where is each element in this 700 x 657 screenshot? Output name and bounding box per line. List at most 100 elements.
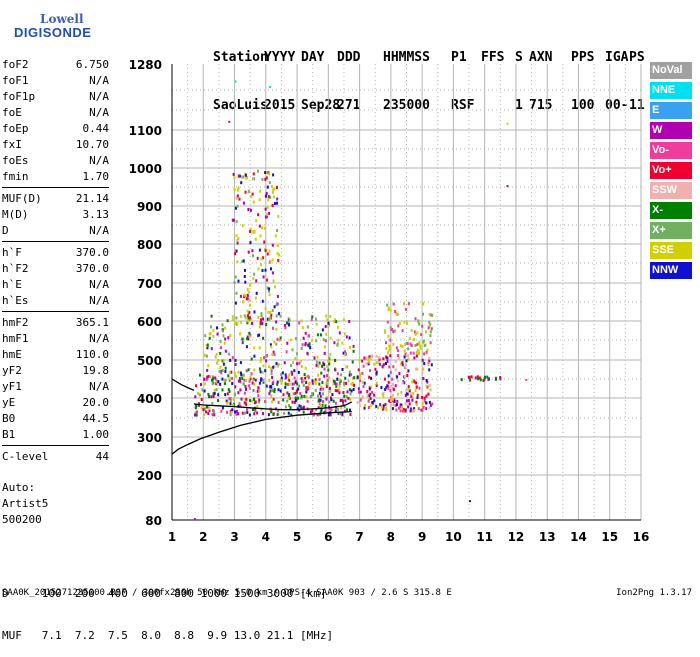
echo-point (258, 198, 261, 202)
y-tick-label: 300 (137, 431, 162, 445)
echo-point (256, 411, 259, 415)
echo-point (248, 335, 251, 339)
echo-point (392, 388, 395, 392)
echo-point (348, 373, 351, 377)
echo-point (396, 392, 399, 396)
echo-point (339, 399, 342, 402)
echo-point (262, 336, 265, 340)
echo-point (235, 409, 238, 413)
echo-point-outlier (193, 518, 196, 521)
echo-point (292, 382, 295, 386)
echo-point (477, 377, 480, 381)
echo-point (373, 393, 375, 397)
echo-point (428, 313, 431, 316)
echo-point (371, 401, 374, 404)
echo-point (268, 318, 270, 322)
echo-point (486, 375, 489, 379)
echo-point (272, 195, 275, 199)
echo-point (262, 364, 265, 368)
echo-point (253, 310, 256, 314)
param-label: foF2 (2, 58, 29, 71)
echo-point (321, 381, 324, 384)
echo-point (261, 178, 264, 181)
echo-point (470, 375, 473, 379)
param-label: h`F2 (2, 262, 29, 275)
autoscaling-info: Auto: Artist5 500200 (2, 480, 48, 528)
echo-point (247, 368, 250, 372)
echo-point (340, 373, 343, 377)
echo-point (358, 358, 361, 362)
echo-point (236, 241, 239, 245)
echo-point (387, 380, 390, 384)
legend-item-ssw: SSW (650, 182, 692, 199)
echo-point (224, 393, 227, 397)
header-value-9: 100 (571, 98, 595, 113)
echo-point (278, 338, 281, 342)
file-info: SAA0K_2015271235000.RSF / 300fx256h 50 k… (2, 588, 452, 598)
echo-point (483, 377, 486, 381)
echo-point (418, 351, 420, 355)
echo-point (273, 202, 276, 205)
echo-point (359, 379, 362, 383)
echo-point (401, 381, 404, 385)
header-label-2: DAY (301, 50, 325, 65)
echo-point (244, 294, 247, 298)
header-labels-row: Station YYYY DAY DDD HHMMSS P1 FFS S AXN PPS IGA PS (213, 50, 645, 66)
echo-point (319, 398, 322, 402)
echo-point (316, 333, 319, 337)
echo-point (422, 339, 425, 343)
echo-point (422, 377, 425, 380)
y-tick-label: 400 (137, 392, 162, 406)
echo-point (314, 381, 317, 385)
echo-point (220, 409, 223, 413)
echo-point (242, 300, 244, 304)
echo-point (324, 345, 326, 349)
echo-point (249, 241, 252, 245)
echo-point (343, 382, 345, 386)
echo-point (228, 397, 231, 400)
echo-point (385, 408, 388, 412)
echo-point (272, 173, 275, 177)
echo-point (259, 234, 262, 238)
echo-point (365, 356, 368, 360)
echo-point (323, 374, 326, 378)
header-value-3: 271 (337, 98, 361, 113)
echo-point (418, 386, 421, 390)
echo-point (304, 366, 307, 370)
echo-point (198, 373, 201, 377)
scaled-parameters-panel: foF2 6.750 foF1 N/A foF1p N/A foE N/A foEp 0.44 fx… (2, 57, 109, 465)
echo-point (270, 369, 273, 372)
echo-point (268, 392, 271, 396)
echo-point (216, 326, 218, 330)
echo-point-outlier (268, 86, 271, 88)
param-value: 19.8 (82, 364, 110, 377)
echo-point (474, 376, 477, 380)
echo-point (240, 181, 243, 185)
x-tick-label: 6 (324, 530, 332, 544)
echo-point (425, 407, 428, 411)
echo-point (323, 363, 326, 367)
echo-point (298, 384, 301, 388)
echo-point (272, 365, 275, 369)
echo-point (385, 362, 387, 365)
echo-point (400, 362, 402, 366)
echo-point (286, 399, 289, 403)
echo-point (224, 326, 227, 330)
echo-point (427, 326, 430, 330)
param-row: C-level 44 (2, 449, 109, 465)
echo-point (280, 381, 283, 385)
echo-point (371, 354, 373, 358)
echo-point (242, 259, 245, 263)
echo-point (210, 395, 213, 399)
echo-point (401, 345, 404, 348)
legend-item-vo-: Vo- (650, 142, 692, 159)
echo-point (258, 224, 261, 228)
echo-point (210, 325, 212, 329)
echo-point (251, 249, 254, 253)
echo-point (415, 403, 418, 407)
echo-point (311, 338, 314, 342)
echo-point (327, 359, 330, 363)
echo-point (334, 358, 336, 362)
echo-point (249, 227, 252, 231)
echo-point (349, 392, 352, 396)
